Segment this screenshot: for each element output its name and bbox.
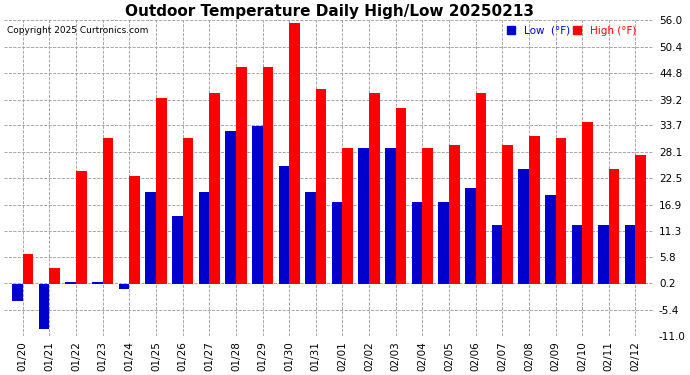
Bar xyxy=(23,254,34,284)
Bar xyxy=(252,126,262,284)
Bar xyxy=(332,202,342,284)
Bar xyxy=(305,192,316,284)
Bar xyxy=(50,268,60,284)
Bar xyxy=(146,192,156,284)
Bar xyxy=(635,154,646,284)
Bar xyxy=(183,138,193,284)
Title: Outdoor Temperature Daily High/Low 20250213: Outdoor Temperature Daily High/Low 20250… xyxy=(125,4,533,19)
Bar xyxy=(502,145,513,284)
Bar xyxy=(555,138,566,284)
Bar xyxy=(412,202,422,284)
Bar xyxy=(438,202,449,284)
Bar xyxy=(529,136,540,284)
Bar xyxy=(225,131,236,284)
Bar xyxy=(598,225,609,284)
Bar xyxy=(422,148,433,284)
Bar xyxy=(129,176,140,284)
Bar xyxy=(119,284,129,289)
Bar xyxy=(66,282,76,284)
Bar xyxy=(465,188,475,284)
Bar xyxy=(172,216,183,284)
Bar xyxy=(518,169,529,284)
Bar xyxy=(92,282,103,284)
Bar xyxy=(449,145,460,284)
Bar xyxy=(199,192,209,284)
Bar xyxy=(76,171,87,284)
Bar xyxy=(545,195,555,284)
Bar xyxy=(342,148,353,284)
Bar xyxy=(625,225,635,284)
Bar xyxy=(289,23,300,284)
Bar xyxy=(12,284,23,301)
Bar xyxy=(385,148,396,284)
Bar xyxy=(369,93,380,284)
Bar xyxy=(279,166,289,284)
Bar xyxy=(582,122,593,284)
Bar xyxy=(358,148,369,284)
Bar xyxy=(491,225,502,284)
Bar xyxy=(571,225,582,284)
Bar xyxy=(39,284,50,329)
Bar xyxy=(103,138,113,284)
Bar xyxy=(609,169,620,284)
Bar xyxy=(316,88,326,284)
Bar xyxy=(156,98,167,284)
Text: Copyright 2025 Curtronics.com: Copyright 2025 Curtronics.com xyxy=(7,26,148,35)
Legend: Low  (°F), High (°F): Low (°F), High (°F) xyxy=(503,21,640,40)
Bar xyxy=(262,68,273,284)
Bar xyxy=(209,93,220,284)
Bar xyxy=(475,93,486,284)
Bar xyxy=(236,68,246,284)
Bar xyxy=(396,108,406,284)
